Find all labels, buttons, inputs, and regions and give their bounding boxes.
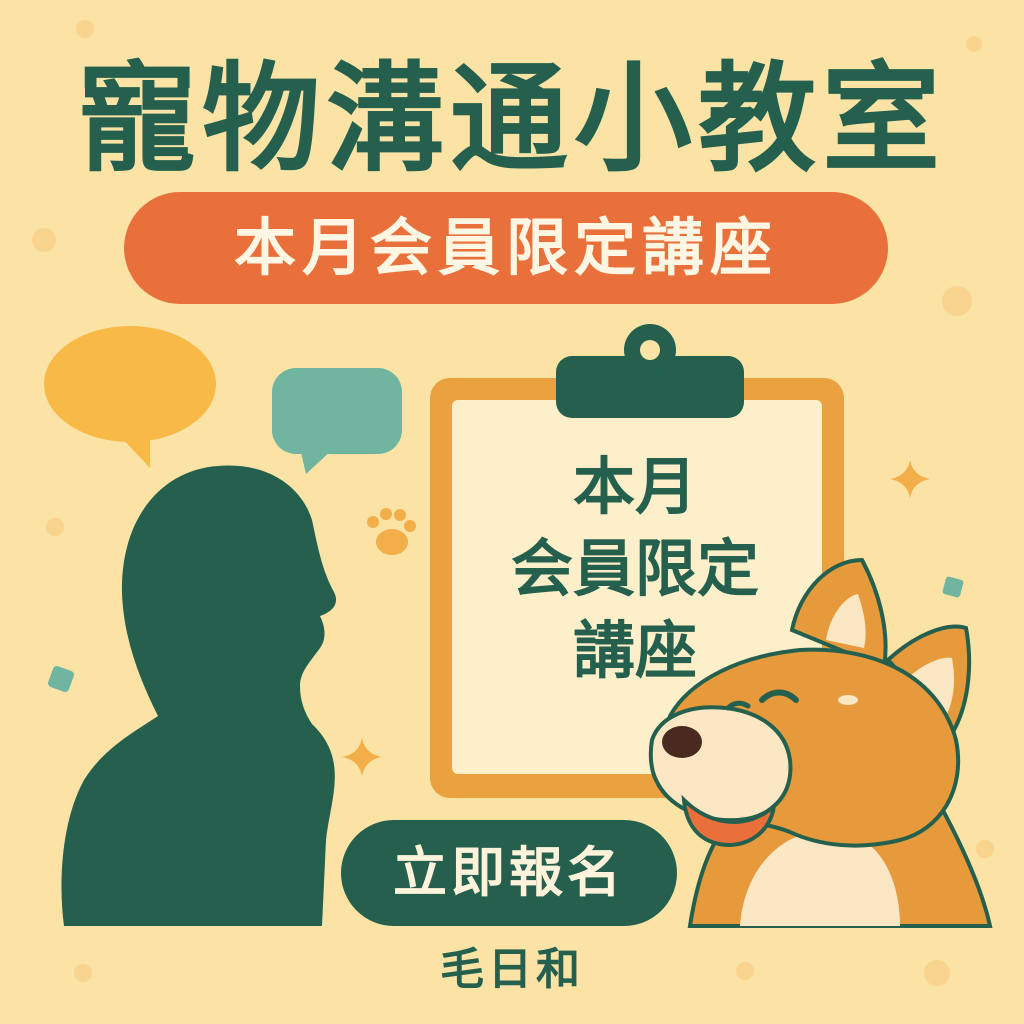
shiba-dog	[648, 557, 993, 928]
decor-dot	[46, 518, 64, 536]
speech-bubble-icon	[44, 326, 216, 468]
main-title: 寵物溝通小教室	[77, 50, 946, 188]
clipboard-text: 本月 会員限定 講座	[470, 446, 800, 692]
person-silhouette	[61, 465, 337, 926]
sparkle-icon	[890, 460, 930, 498]
decor-dot	[32, 228, 56, 252]
decor-dot	[966, 36, 982, 52]
speech-bubble-icon	[272, 368, 402, 474]
clipboard-line: 本月	[572, 450, 697, 523]
decor-diamond	[48, 666, 74, 692]
decor-dot	[976, 840, 994, 858]
brand-name: 毛日和	[440, 944, 584, 995]
register-now-button[interactable]: 立即報名	[341, 820, 677, 926]
decor-dot	[942, 286, 972, 316]
decor-dot	[924, 960, 950, 986]
clipboard-line: 会員限定	[510, 532, 759, 605]
decor-dot	[76, 20, 94, 38]
paw-print-icon	[367, 508, 416, 555]
decor-diamond	[942, 576, 964, 598]
sparkle-icon	[342, 738, 382, 776]
clipboard-line: 講座	[572, 614, 697, 687]
decor-dot	[74, 964, 92, 982]
subtitle-banner: 本月会員限定講座	[124, 192, 888, 304]
decor-dot	[736, 962, 754, 980]
